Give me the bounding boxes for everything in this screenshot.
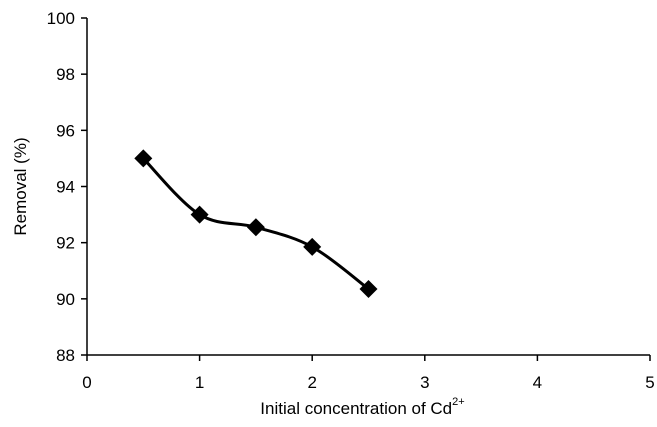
x-axis-title-superscript: 2+ bbox=[452, 396, 465, 408]
data-point-marker bbox=[190, 205, 209, 224]
x-tick-label: 2 bbox=[307, 373, 316, 392]
x-tick-label: 5 bbox=[645, 373, 654, 392]
data-point-marker bbox=[359, 280, 378, 299]
data-markers bbox=[134, 149, 378, 299]
x-tick-label: 1 bbox=[195, 373, 204, 392]
y-tick-label: 98 bbox=[56, 65, 75, 84]
x-axis-title: Initial concentration of Cd2+ bbox=[260, 396, 464, 418]
y-tick-label: 94 bbox=[56, 178, 75, 197]
y-tick-label: 88 bbox=[56, 346, 75, 365]
x-tick-label: 3 bbox=[420, 373, 429, 392]
y-tick-label: 96 bbox=[56, 121, 75, 140]
x-axis-title-main: Initial concentration of Cd bbox=[260, 399, 452, 418]
y-tick-label: 100 bbox=[47, 9, 75, 28]
y-tick-label: 92 bbox=[56, 234, 75, 253]
data-point-marker bbox=[134, 149, 153, 168]
y-tick-label: 90 bbox=[56, 290, 75, 309]
data-point-marker bbox=[303, 237, 322, 256]
data-point-marker bbox=[246, 218, 265, 237]
x-axis-ticks: 0 1 2 3 4 5 bbox=[82, 355, 655, 392]
x-tick-label: 0 bbox=[82, 373, 91, 392]
x-tick-label: 4 bbox=[533, 373, 542, 392]
y-axis-ticks: 88 90 92 94 96 98 100 bbox=[47, 9, 87, 365]
y-axis-title: Removal (%) bbox=[11, 137, 30, 235]
